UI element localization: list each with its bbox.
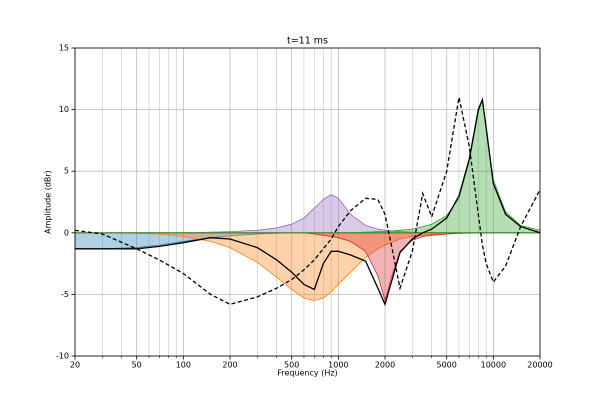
chart-title: t=11 ms [287, 36, 328, 47]
x-tick-label: 20 [70, 361, 80, 370]
x-axis-label: Frequency (Hz) [277, 369, 337, 378]
x-tick-label: 5000 [437, 361, 457, 370]
x-tick-label: 2000 [375, 361, 395, 370]
sum-line [75, 97, 541, 307]
y-tick-label: -5 [61, 290, 69, 299]
y-tick-label: 10 [59, 105, 69, 114]
plot-frame [74, 47, 541, 357]
y-tick-label: 0 [64, 228, 69, 237]
x-tick-label: 500 [284, 361, 299, 370]
x-tick-label: 100 [176, 361, 191, 370]
y-axis-label: Amplitude (dBr) [44, 170, 53, 234]
x-tick-label: 10000 [481, 361, 506, 370]
x-tick-label: 200 [222, 361, 237, 370]
y-tick-label: 15 [59, 44, 69, 53]
x-tick-label: 50 [132, 361, 142, 370]
x-tick-label: 1000 [328, 361, 348, 370]
axes: 20 50 100 200 500 1000 2000 5000 10000 20000-10-5… [56, 44, 553, 370]
y-tick-label: 5 [64, 167, 69, 176]
plot [74, 97, 541, 307]
dashed-line [74, 97, 541, 305]
y-tick-label: -10 [56, 352, 69, 361]
x-tick-label: 20000 [527, 361, 552, 370]
